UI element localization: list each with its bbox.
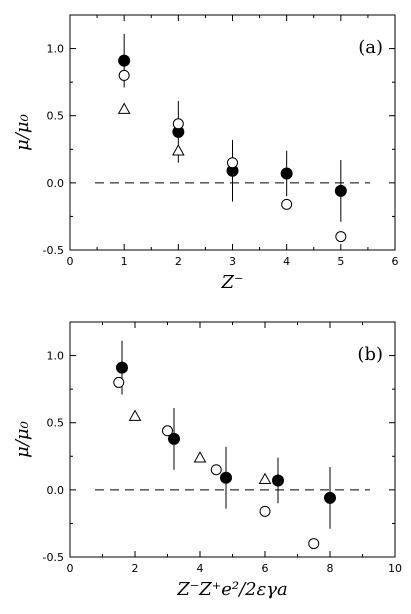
y-tick-label: 0.5	[47, 110, 65, 123]
data-point-filled-circle	[168, 432, 180, 445]
data-point-open-circle	[281, 198, 293, 210]
data-point-filled-circle	[118, 54, 131, 67]
data-point-filled-circle	[280, 167, 293, 180]
x-tick-label: 3	[229, 255, 236, 268]
chart-panel-1: 0 1 2 3 4 5 6 -0.5 0.0 0.5 1.0 (a) Z⁻ μ/μ₀	[12, 14, 399, 293]
data-point-filled-circle	[324, 491, 336, 504]
data-point-open-circle	[335, 231, 347, 243]
data-point-filled-circle	[220, 471, 232, 484]
data-point-filled-circle	[334, 184, 347, 197]
plot-frame	[69, 321, 396, 558]
panel-label: (b)	[357, 344, 383, 365]
x-axis-title: Z⁻Z⁺e²/2εγa	[176, 579, 288, 600]
y-tick-label: -0.5	[43, 551, 64, 564]
data-point-open-triangle	[128, 409, 142, 421]
x-tick-label: 4	[197, 562, 204, 575]
data-point-open-circle	[227, 157, 238, 169]
data-point-open-circle	[172, 118, 184, 130]
x-tick-label: 4	[283, 255, 290, 268]
x-tick-label: 2	[175, 255, 182, 268]
plot-frame	[69, 14, 396, 251]
data-point-open-circle	[259, 505, 271, 517]
data-point-open-circle	[210, 464, 222, 476]
x-tick-label: 8	[327, 562, 334, 575]
x-tick-label: 1	[121, 255, 128, 268]
data-point-filled-circle	[116, 361, 128, 374]
x-tick-label: 2	[132, 562, 139, 575]
data-point-open-triangle	[258, 472, 272, 485]
x-tick-label: 10	[388, 562, 402, 575]
y-tick-label: 1.0	[47, 43, 65, 56]
x-tick-label: 6	[392, 255, 399, 268]
y-tick-label: 1.0	[47, 350, 65, 363]
x-axis-title: Z⁻	[220, 272, 243, 293]
x-tick-label: 5	[337, 255, 344, 268]
y-tick-label: 0.5	[47, 417, 65, 430]
y-axis-title: μ/μ₀	[12, 114, 33, 151]
panel-label: (a)	[358, 37, 383, 58]
y-tick-label: 0.0	[47, 177, 65, 190]
y-axis-title: μ/μ₀	[12, 421, 33, 458]
data-point-filled-circle	[272, 474, 284, 487]
y-tick-label: -0.5	[43, 244, 64, 257]
data-point-open-circle	[162, 425, 173, 437]
data-point-open-circle	[308, 538, 320, 550]
data-point-open-triangle	[193, 451, 207, 463]
x-tick-label: 0	[67, 255, 74, 268]
chart-panel-2: 0 2 4 6 8 10 -0.5 0.0 0.5 1.0 (b) Z⁻Z⁺e²/2εγa μ/μ₀	[12, 321, 402, 600]
data-point-open-triangle	[117, 102, 131, 114]
x-tick-label: 6	[262, 562, 269, 575]
data-point-open-circle	[113, 376, 125, 388]
x-tick-label: 0	[67, 562, 74, 575]
y-tick-label: 0.0	[47, 484, 65, 497]
data-point-open-circle	[118, 69, 130, 81]
data-point-open-triangle	[171, 144, 185, 156]
